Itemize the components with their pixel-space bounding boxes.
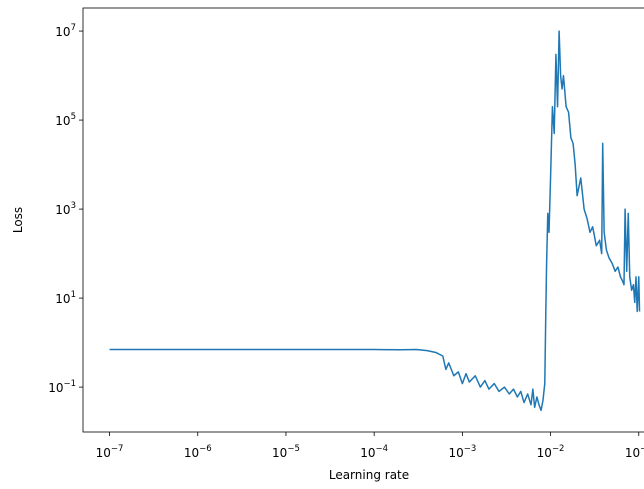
x-tick-label: 10−5: [272, 444, 300, 460]
y-tick-label: 105: [55, 112, 76, 128]
y-tick-label: 103: [55, 201, 76, 217]
x-tick-label: 10−6: [184, 444, 212, 460]
x-tick-label: 10−1: [625, 444, 644, 460]
plot-frame: [82, 7, 644, 433]
x-tick-label: 10−4: [360, 444, 388, 460]
x-tick-label: 10−7: [96, 444, 124, 460]
x-tick-label: 10−2: [537, 444, 565, 460]
data-line: [109, 30, 641, 412]
y-tick-label: 101: [55, 290, 76, 306]
x-axis-label: Learning rate: [329, 468, 409, 482]
y-tick-label: 107: [55, 23, 76, 39]
y-tick-label: 10−1: [48, 379, 76, 395]
y-axis-label: Loss: [11, 207, 25, 233]
x-tick-label: 10−3: [448, 444, 476, 460]
